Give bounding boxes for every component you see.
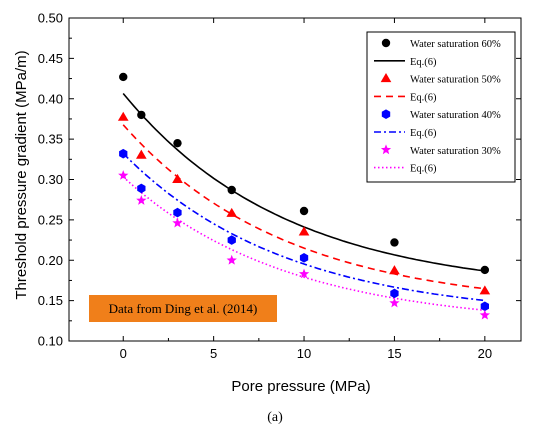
y-tick-label: 0.50: [38, 11, 63, 26]
data-point: [119, 72, 128, 82]
data-point: [479, 285, 491, 295]
data-points: [117, 72, 491, 320]
data-point: [117, 111, 129, 121]
legend-label: Eq.(6): [410, 92, 437, 103]
data-point: [299, 253, 309, 263]
legend-label: Eq.(6): [410, 128, 437, 139]
annotation-box: Data from Ding et al. (2014): [89, 295, 277, 322]
data-point: [227, 185, 236, 195]
data-point: [137, 110, 146, 120]
annotation-background: [89, 295, 277, 322]
data-point: [226, 254, 237, 265]
annotation-text: Data from Ding et al. (2014): [109, 301, 258, 316]
legend-label: Eq.(6): [410, 164, 437, 175]
x-tick-label: 0: [120, 346, 127, 361]
x-tick-label: 5: [210, 346, 217, 361]
data-point: [389, 265, 400, 275]
data-point: [389, 297, 400, 308]
data-point: [227, 235, 236, 245]
data-point: [136, 195, 147, 205]
legend-label: Eq.(6): [410, 57, 437, 68]
y-axis-title: Threshold pressure gradient (MPa/m): [13, 50, 30, 299]
data-point: [137, 183, 146, 194]
data-point: [480, 265, 490, 275]
legend: Water saturation 60% Eq.(6) Water saturati…: [366, 31, 516, 183]
data-point: [390, 288, 399, 299]
data-point: [298, 268, 310, 279]
legend-marker: [380, 73, 392, 83]
x-tick-label: 15: [387, 346, 401, 361]
legend-label: Water saturation 60%: [410, 39, 501, 50]
x-tick-label: 20: [478, 346, 492, 361]
chart: Threshold pressure gradient (MPa/m) Pore…: [13, 11, 522, 395]
data-point: [119, 148, 128, 159]
data-point: [479, 309, 490, 320]
figure-caption: (a): [267, 410, 283, 425]
y-tick-label: 0.20: [38, 253, 63, 268]
y-tick-label: 0.40: [38, 91, 63, 106]
data-point: [118, 170, 129, 180]
fit-curve: [122, 124, 485, 290]
legend-label: Water saturation 50%: [410, 75, 501, 86]
y-tick-label: 0.15: [38, 293, 63, 308]
data-point: [299, 206, 309, 216]
x-tick-label: 10: [297, 346, 311, 361]
legend-marker: [381, 38, 391, 48]
data-point: [173, 138, 182, 148]
y-tick-label: 0.30: [38, 172, 63, 187]
y-tick-label: 0.45: [38, 51, 63, 66]
data-point: [136, 149, 147, 159]
legend-frame: [366, 31, 516, 183]
data-point: [298, 226, 310, 236]
fit-curve: [122, 176, 485, 311]
data-point: [172, 217, 183, 228]
legend-label: Water saturation 30%: [410, 146, 501, 157]
data-point: [480, 301, 489, 312]
fit-curve: [122, 152, 485, 302]
legend-label: Water saturation 40%: [410, 110, 501, 121]
x-axis-title: Pore pressure (MPa): [231, 378, 370, 395]
y-tick-label: 0.25: [38, 212, 63, 227]
y-tick-label: 0.10: [38, 334, 63, 349]
data-point: [172, 173, 183, 183]
data-point: [390, 238, 399, 247]
legend-marker: [380, 144, 392, 155]
plot-area: 0 5 10 15 20 0.10 0.15 0.20 0.25 0.30 0.35 0.40 0.45…: [38, 11, 522, 361]
legend-marker: [381, 109, 391, 119]
data-point: [226, 207, 238, 217]
data-point: [173, 207, 182, 218]
y-tick-label: 0.35: [38, 132, 63, 147]
